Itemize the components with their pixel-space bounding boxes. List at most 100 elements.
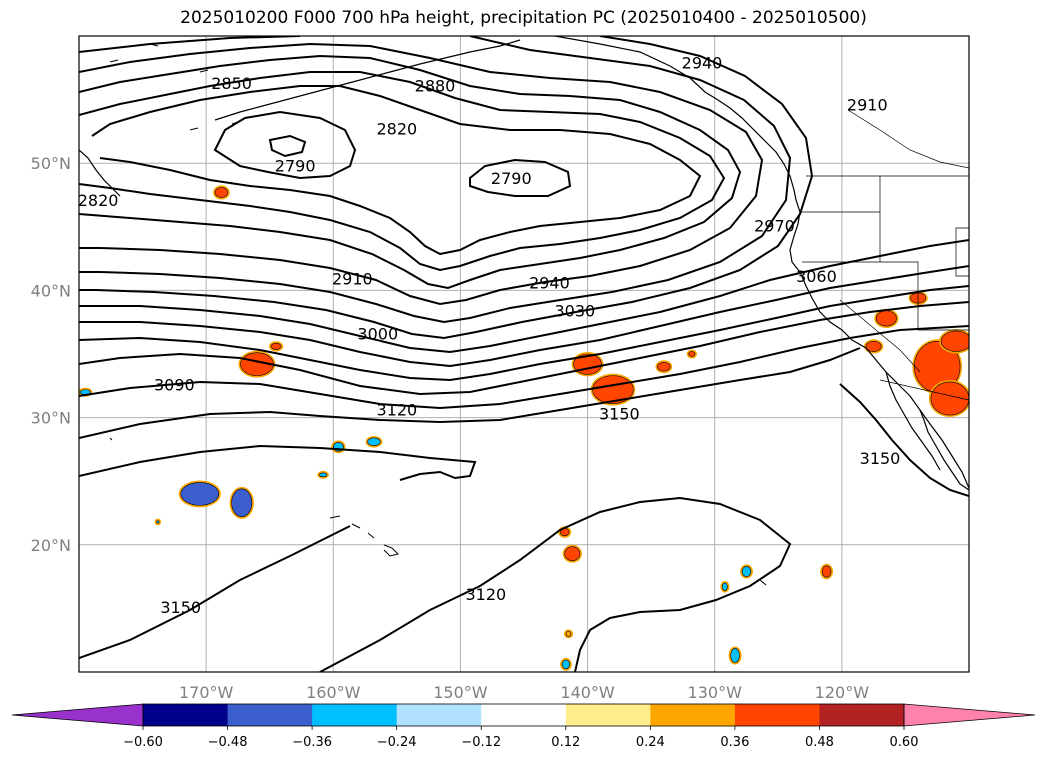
map-title: 2025010200 F000 700 hPa height, precipit… xyxy=(180,8,867,28)
precip-patch xyxy=(561,659,571,670)
lat-tick-label: 30°N xyxy=(31,409,71,428)
contour-label: 3000 xyxy=(357,324,398,343)
lon-tick-label: 160°W xyxy=(306,683,361,702)
contour-label: 2940 xyxy=(682,53,723,72)
precipitation-patches xyxy=(79,185,969,671)
precip-patch xyxy=(657,361,671,372)
precip-patch xyxy=(930,381,969,416)
contour-3090 xyxy=(79,301,969,396)
precip-patch xyxy=(367,437,381,446)
contour-3150-south-a xyxy=(79,444,477,481)
contour-3000 xyxy=(79,239,969,354)
contour-3150-southwest xyxy=(79,525,351,659)
contour-3030 xyxy=(79,265,969,368)
contour-label: 3120 xyxy=(465,585,506,604)
contour-3150-north xyxy=(79,347,861,439)
lon-tick-label: 120°W xyxy=(815,683,870,702)
colorbar-tick-label: 0.24 xyxy=(636,735,665,750)
precip-patch xyxy=(565,630,572,637)
precip-patch xyxy=(722,582,728,591)
precip-patch xyxy=(270,342,282,350)
colorbar: −0.60 −0.48 −0.36 −0.24 −0.12 0.12 0.24 0.36 0.4… xyxy=(11,703,1036,750)
height-contours xyxy=(79,36,969,672)
contour-2820-low xyxy=(213,110,357,180)
contour-3150-east xyxy=(839,383,969,497)
longitude-tick-labels: 170°W 160°W 150°W 140°W 130°W 120°W xyxy=(179,683,869,702)
colorbar-tick-labels: −0.60 −0.48 −0.36 −0.24 −0.12 0.12 0.24 0.36 0.4… xyxy=(123,726,918,750)
contour-label: 3090 xyxy=(154,375,195,394)
contour-label: 2970 xyxy=(754,216,795,235)
precip-patch xyxy=(688,351,696,357)
contour-label: 3150 xyxy=(599,405,640,424)
precip-patch xyxy=(865,340,882,352)
colorbar-tick-label: 0.48 xyxy=(805,735,834,750)
contour-label: 2880 xyxy=(415,76,456,95)
contour-3120-south xyxy=(319,496,792,672)
contour-label: 3120 xyxy=(376,401,417,420)
contour-2910 xyxy=(79,42,764,306)
lon-tick-label: 140°W xyxy=(560,683,615,702)
colorbar-segment xyxy=(227,704,313,726)
contour-2880 xyxy=(79,54,742,290)
contour-label: 3030 xyxy=(554,302,595,321)
colorbar-segment xyxy=(312,704,398,726)
colorbar-segment xyxy=(565,704,651,726)
state-border-4 xyxy=(839,299,921,373)
precip-patch xyxy=(231,488,253,518)
precip-patch xyxy=(821,565,832,578)
contour-label: 2790 xyxy=(491,169,532,188)
contour-label: 2910 xyxy=(847,95,888,114)
colorbar-tick-label: 0.36 xyxy=(720,735,749,750)
contour-label: 3150 xyxy=(860,449,901,468)
contour-label: 2790 xyxy=(275,157,316,176)
colorbar-tick-label: 0.60 xyxy=(890,735,919,750)
contour-3120 xyxy=(79,325,969,410)
colorbar-over-arrow xyxy=(903,703,1036,727)
contour-2790-west xyxy=(268,134,307,158)
contour-3060 xyxy=(79,285,969,382)
colorbar-segment xyxy=(481,704,567,726)
precip-patch xyxy=(940,330,969,352)
contour-2940 xyxy=(79,36,792,324)
contour-label: 2820 xyxy=(376,120,417,139)
precip-patch xyxy=(875,310,897,327)
north-america-coast xyxy=(554,36,969,489)
colorbar-segment xyxy=(143,704,229,726)
colorbar-segment xyxy=(734,704,820,726)
contour-2820 xyxy=(91,85,702,256)
contour-2850 xyxy=(79,71,726,272)
precip-patch xyxy=(156,520,160,524)
precip-patch xyxy=(180,482,220,506)
contour-label: 2910 xyxy=(332,270,373,289)
contour-labels: 2850 2880 2940 2910 2820 2790 2790 2820 2970 2910… xyxy=(78,53,901,616)
gulf-coast xyxy=(919,409,969,491)
contour-label: 2820 xyxy=(78,191,119,210)
baja-california-coast xyxy=(885,371,941,471)
lon-tick-label: 130°W xyxy=(688,683,743,702)
colorbar-segment xyxy=(396,704,482,726)
colorbar-tick-label: −0.60 xyxy=(123,735,163,750)
contour-2970 xyxy=(79,36,814,340)
colorbar-tick-label: 0.12 xyxy=(551,735,580,750)
contour-label: 2850 xyxy=(211,74,252,93)
mexico-border xyxy=(879,379,969,401)
colorbar-segment xyxy=(819,704,905,726)
state-border-5 xyxy=(955,227,969,277)
lat-tick-label: 50°N xyxy=(31,154,71,173)
contour-label: 3060 xyxy=(796,267,837,286)
colorbar-tick-label: −0.12 xyxy=(461,735,501,750)
colorbar-frame xyxy=(142,703,905,727)
political-borders xyxy=(800,109,969,401)
colorbar-tick-label: −0.48 xyxy=(208,735,248,750)
colorbar-under-arrow xyxy=(11,703,144,727)
precip-patch xyxy=(318,472,328,478)
precip-patch xyxy=(564,546,581,562)
state-border-1 xyxy=(879,176,969,331)
map-frame xyxy=(78,35,970,673)
lon-tick-label: 170°W xyxy=(179,683,234,702)
lat-tick-label: 40°N xyxy=(31,281,71,300)
colorbar-tick-label: −0.36 xyxy=(292,735,332,750)
small-island-1 xyxy=(759,579,767,586)
colorbar-tick-label: −0.24 xyxy=(377,735,417,750)
